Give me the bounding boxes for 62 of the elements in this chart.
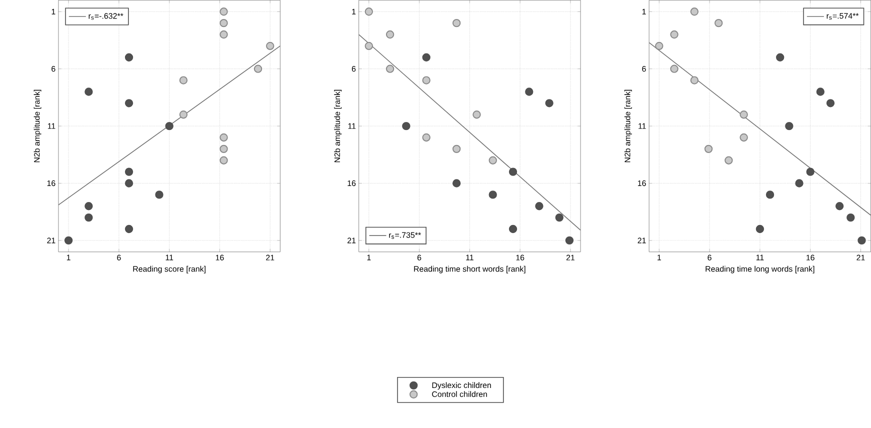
point [124,179,134,188]
point [488,190,497,199]
point [704,144,713,154]
point [826,99,835,108]
point [179,110,188,119]
point [525,88,534,96]
point [266,42,274,50]
point [806,168,814,176]
point [364,8,373,16]
point [655,42,664,50]
point [714,19,723,28]
point [124,53,134,62]
point [816,88,825,96]
point [452,19,461,28]
point [724,156,733,165]
point [124,168,134,176]
point [220,19,228,28]
point [472,110,481,119]
point [124,224,134,234]
point [740,133,748,142]
point [422,76,430,84]
point [795,179,804,188]
point [776,53,784,62]
point [402,122,410,130]
point [670,64,678,73]
point [179,76,188,84]
point [535,202,544,210]
point [508,168,518,176]
point [488,156,497,165]
point [155,190,164,199]
point [364,42,373,50]
point [545,99,554,108]
point [565,236,574,245]
point [740,110,748,119]
point [64,236,73,245]
point [452,144,461,154]
point [690,8,699,16]
point [386,30,394,39]
point [766,190,774,199]
point [220,156,228,165]
point [555,214,564,222]
point [756,224,764,234]
point [386,64,394,73]
point [84,88,93,96]
point [220,8,228,16]
point [220,30,228,39]
point [846,214,855,222]
point [124,99,134,108]
point [835,202,844,210]
point [452,179,461,188]
point [422,53,430,62]
point [254,64,262,73]
point [220,133,228,142]
point [422,133,430,142]
point [165,122,174,130]
point [84,214,93,222]
point [690,76,699,84]
point [84,202,93,210]
point [785,122,794,130]
point [508,224,518,234]
point [220,144,228,154]
point [670,30,678,39]
